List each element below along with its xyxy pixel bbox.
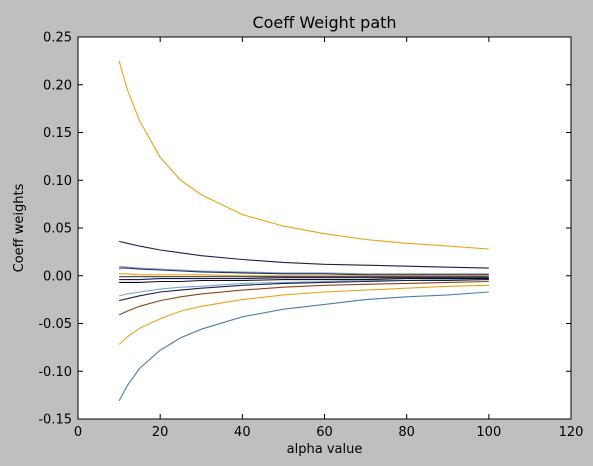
series-line-2 xyxy=(118,240,489,269)
series-line-3 xyxy=(119,265,489,275)
x-tick-label: 40 xyxy=(234,425,251,440)
series-line-11 xyxy=(118,280,489,316)
x-tick-label: 20 xyxy=(152,425,169,440)
series-layer xyxy=(118,60,489,402)
x-tick-label: 80 xyxy=(398,425,415,440)
x-tick-label: 120 xyxy=(559,425,584,440)
x-tick-label: 0 xyxy=(74,425,82,440)
ticks-layer: 0 20 40 60 80 100 120 -0.15 -0.10 -0.05 0.00 0.05 0.… xyxy=(38,31,583,441)
series-line-12 xyxy=(118,284,489,345)
y-axis-label: Coeff weights xyxy=(12,183,27,272)
x-tick-label: 60 xyxy=(316,425,333,440)
series-line-1 xyxy=(118,60,489,250)
y-tick-label: -0.05 xyxy=(38,317,72,332)
series-line-13 xyxy=(118,291,489,402)
x-tick-label: 100 xyxy=(476,425,501,440)
series-line-7 xyxy=(119,277,489,281)
plot-area xyxy=(77,36,572,420)
y-tick-label: 0.05 xyxy=(43,222,72,237)
y-tick-label: 0.15 xyxy=(43,126,72,141)
y-tick-label: 0.10 xyxy=(43,174,72,189)
y-tick-label: 0.25 xyxy=(43,31,72,46)
series-line-4 xyxy=(119,267,489,276)
chart-title: Coeff Weight path xyxy=(252,13,396,32)
series-line-10 xyxy=(118,279,489,302)
y-tick-label: 0.00 xyxy=(43,269,72,284)
series-line-8 xyxy=(119,278,489,283)
x-axis-label: alpha value xyxy=(287,442,363,457)
y-tick-label: -0.15 xyxy=(38,413,72,428)
series-line-5 xyxy=(119,273,489,277)
y-tick-label: -0.10 xyxy=(38,365,72,380)
y-tick-label: 0.20 xyxy=(43,78,72,93)
